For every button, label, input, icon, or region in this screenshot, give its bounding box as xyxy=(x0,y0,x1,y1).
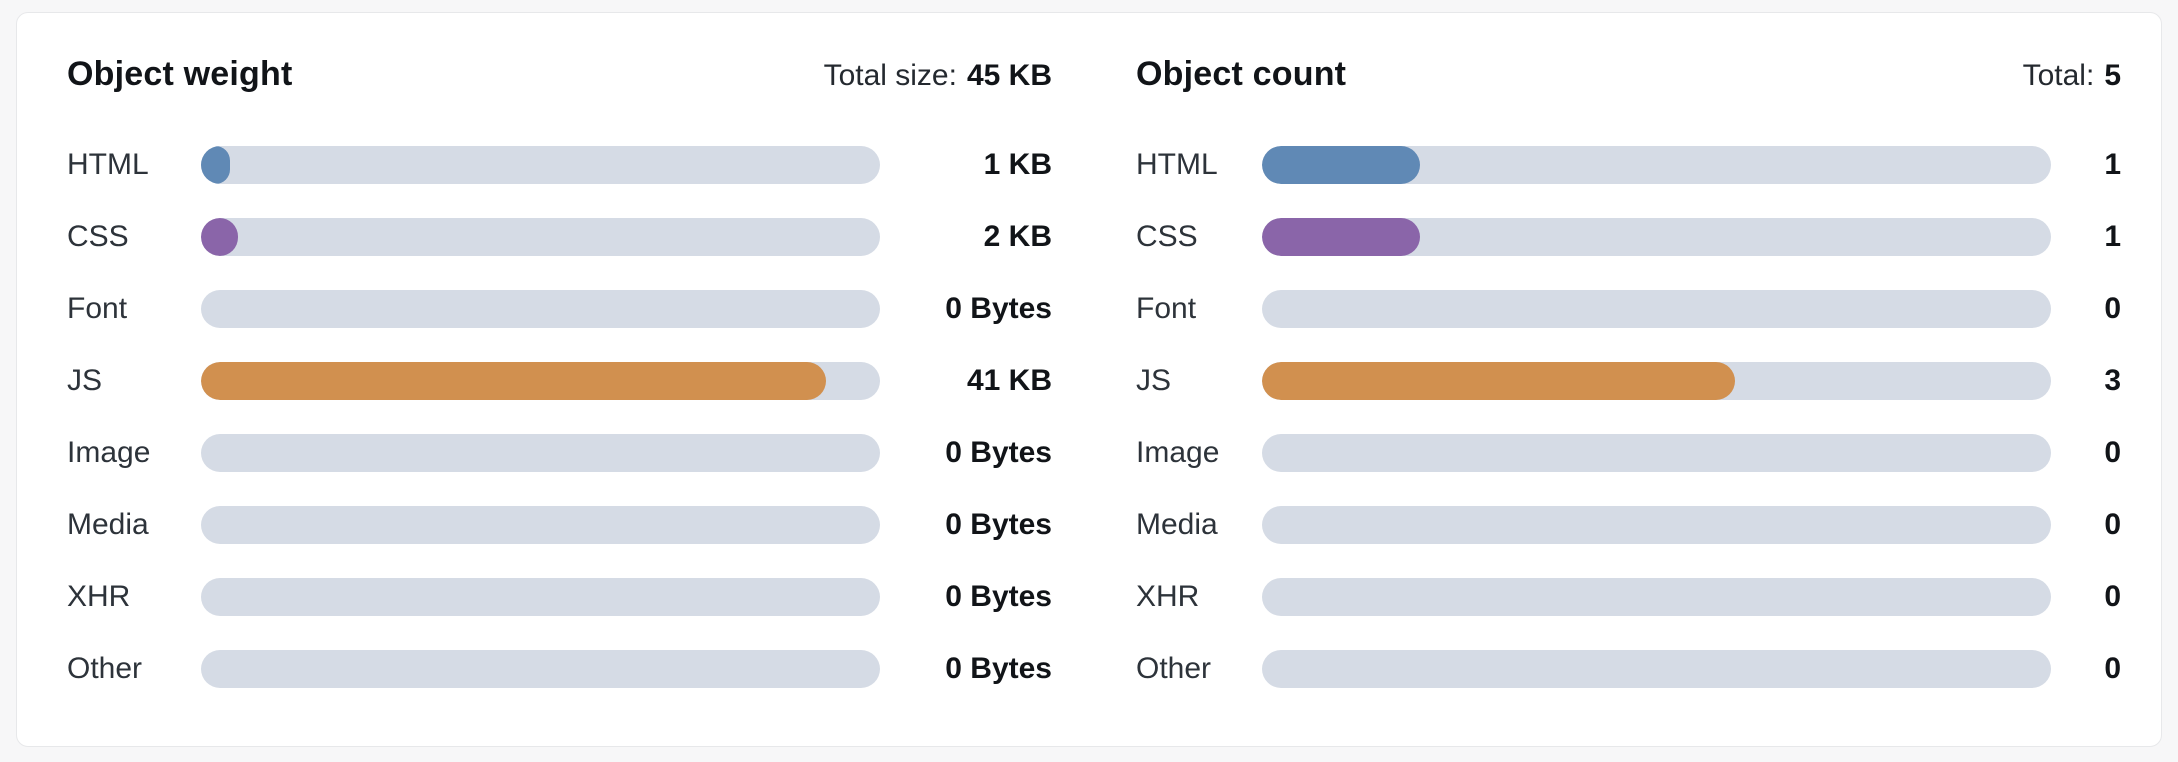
row-value: 0 Bytes xyxy=(945,652,1052,685)
row-value: 41 KB xyxy=(966,364,1052,397)
object-count-panel: Object count Total: 5 HTML 1 CSS 1 Font 0 JS 3 I… xyxy=(1136,55,2121,688)
bar-row: JS 41 KB xyxy=(67,362,1052,400)
bar-row: Font 0 Bytes xyxy=(67,290,1052,328)
row-label: HTML xyxy=(1136,148,1218,181)
bar-track xyxy=(201,434,880,472)
bar-track xyxy=(201,506,880,544)
bar-track xyxy=(1262,578,2051,616)
bar-fill xyxy=(201,218,239,256)
object-weight-panel: Object weight Total size: 45 KB HTML 1 KB… xyxy=(67,55,1052,688)
bar-row: Font 0 xyxy=(1136,290,2121,328)
object-count-total: Total: 5 xyxy=(2023,59,2121,93)
bar-row: HTML 1 xyxy=(1136,146,2121,184)
bar-row: XHR 0 xyxy=(1136,578,2121,616)
bar-track xyxy=(201,146,880,184)
bar-row: Media 0 xyxy=(1136,506,2121,544)
row-value: 0 Bytes xyxy=(945,580,1052,613)
row-value: 0 Bytes xyxy=(945,436,1052,469)
bar-row: HTML 1 KB xyxy=(67,146,1052,184)
resource-breakdown-card: Object weight Total size: 45 KB HTML 1 KB… xyxy=(16,12,2162,747)
row-value: 0 xyxy=(2104,292,2121,325)
bar-row: Media 0 Bytes xyxy=(67,506,1052,544)
row-label: XHR xyxy=(67,580,131,613)
bar-fill xyxy=(201,146,230,184)
row-value: 3 xyxy=(2104,364,2121,397)
object-count-total-value: 5 xyxy=(2104,59,2121,92)
bar-track xyxy=(1262,218,2051,256)
object-count-header: Object count Total: 5 xyxy=(1136,55,2121,94)
row-value: 0 xyxy=(2104,580,2121,613)
row-value: 1 xyxy=(2104,148,2121,181)
bar-track xyxy=(201,578,880,616)
row-label: XHR xyxy=(1136,580,1200,613)
row-label: JS xyxy=(1136,364,1172,397)
row-label: HTML xyxy=(67,148,149,181)
bar-row: Other 0 Bytes xyxy=(67,650,1052,688)
row-value: 1 xyxy=(2104,220,2121,253)
bar-track xyxy=(201,218,880,256)
row-label: Image xyxy=(1136,436,1220,469)
bar-row: Image 0 Bytes xyxy=(67,434,1052,472)
row-value: 0 xyxy=(2104,436,2121,469)
row-label: Font xyxy=(1136,292,1197,325)
bar-fill xyxy=(1262,218,1420,256)
row-label: JS xyxy=(67,364,103,397)
bar-track xyxy=(1262,650,2051,688)
bar-row: CSS 2 KB xyxy=(67,218,1052,256)
object-count-total-label: Total: xyxy=(2022,59,2095,92)
row-label: Other xyxy=(67,652,143,685)
bar-fill xyxy=(1262,362,1736,400)
object-weight-total: Total size: 45 KB xyxy=(824,59,1052,93)
object-count-title: Object count xyxy=(1136,55,1347,93)
bar-track xyxy=(201,290,880,328)
row-label: Media xyxy=(67,508,149,541)
row-label: Media xyxy=(1136,508,1218,541)
object-count-rows: HTML 1 CSS 1 Font 0 JS 3 Image 0 Media 0 XHR 0 Other 0 xyxy=(1136,146,2121,688)
row-label: CSS xyxy=(1136,220,1198,253)
bar-row: CSS 1 xyxy=(1136,218,2121,256)
bar-track xyxy=(201,650,880,688)
bar-fill xyxy=(201,362,826,400)
row-label: Font xyxy=(67,292,128,325)
object-weight-title: Object weight xyxy=(67,55,293,93)
bar-row: JS 3 xyxy=(1136,362,2121,400)
row-label: Image xyxy=(67,436,151,469)
row-label: Other xyxy=(1136,652,1212,685)
row-label: CSS xyxy=(67,220,129,253)
object-weight-total-value: 45 KB xyxy=(966,59,1052,92)
object-weight-total-label: Total size: xyxy=(823,59,957,92)
object-weight-header: Object weight Total size: 45 KB xyxy=(67,55,1052,94)
row-value: 1 KB xyxy=(983,148,1052,181)
row-value: 0 Bytes xyxy=(945,508,1052,541)
row-value: 0 xyxy=(2104,508,2121,541)
bar-track xyxy=(1262,290,2051,328)
bar-row: Other 0 xyxy=(1136,650,2121,688)
row-value: 2 KB xyxy=(983,220,1052,253)
bar-track xyxy=(1262,362,2051,400)
row-value: 0 Bytes xyxy=(945,292,1052,325)
bar-track xyxy=(201,362,880,400)
bar-track xyxy=(1262,506,2051,544)
bar-fill xyxy=(1262,146,1420,184)
bar-row: XHR 0 Bytes xyxy=(67,578,1052,616)
bar-row: Image 0 xyxy=(1136,434,2121,472)
object-weight-rows: HTML 1 KB CSS 2 KB Font 0 Bytes JS 41 KB Image 0 … xyxy=(67,146,1052,688)
bar-track xyxy=(1262,434,2051,472)
bar-track xyxy=(1262,146,2051,184)
row-value: 0 xyxy=(2104,652,2121,685)
